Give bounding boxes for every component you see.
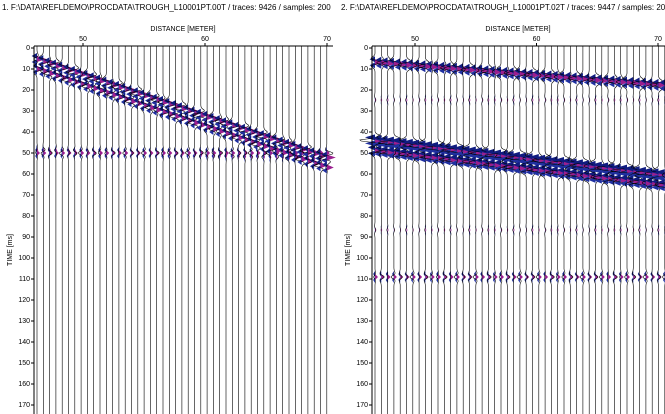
- x-tick-label: 60: [201, 36, 209, 43]
- y-tick-label: 100: [356, 255, 368, 262]
- y-tick-label: 90: [360, 234, 368, 241]
- x-axis-label: DISTANCE [METER]: [150, 26, 215, 33]
- y-tick-label: 150: [18, 360, 30, 367]
- y-tick-label: 160: [356, 381, 368, 388]
- y-tick-label: 120: [18, 297, 30, 304]
- panel-title: 2. F:\DATA\REFLDEMO\PROCDATA\TROUGH_L100…: [341, 3, 665, 12]
- y-tick-label: 110: [19, 276, 30, 283]
- y-axis-label: TIME [ms]: [345, 234, 352, 266]
- seismic-viewer: 1. F:\DATA\REFLDEMO\PROCDATA\TROUGH_L100…: [0, 0, 665, 414]
- x-axis-label: DISTANCE [METER]: [485, 26, 550, 33]
- y-tick-label: 80: [22, 213, 30, 220]
- y-tick-label: 140: [18, 339, 30, 346]
- y-tick-label: 30: [360, 108, 368, 115]
- y-tick-label: 50: [22, 150, 30, 157]
- panel-title: 1. F:\DATA\REFLDEMO\PROCDATA\TROUGH_L100…: [2, 3, 331, 12]
- y-tick-label: 40: [22, 129, 30, 136]
- y-tick-label: 90: [22, 234, 30, 241]
- y-tick-label: 70: [360, 192, 368, 199]
- y-tick-label: 130: [356, 318, 368, 325]
- y-tick-label: 170: [356, 402, 368, 409]
- y-tick-label: 60: [360, 171, 368, 178]
- y-tick-label: 140: [356, 339, 368, 346]
- y-axis-label: TIME [ms]: [7, 234, 14, 266]
- x-tick-label: 70: [323, 36, 331, 43]
- x-tick-label: 60: [533, 36, 541, 43]
- x-tick-label: 50: [79, 36, 87, 43]
- y-tick-label: 0: [364, 45, 368, 52]
- y-tick-label: 110: [357, 276, 368, 283]
- y-tick-label: 150: [356, 360, 368, 367]
- y-tick-label: 10: [360, 66, 368, 73]
- y-tick-label: 170: [18, 402, 30, 409]
- y-tick-label: 80: [360, 213, 368, 220]
- y-tick-label: 30: [22, 108, 30, 115]
- y-tick-label: 40: [360, 129, 368, 136]
- y-tick-label: 130: [18, 318, 30, 325]
- y-tick-label: 60: [22, 171, 30, 178]
- y-tick-label: 10: [22, 66, 30, 73]
- y-tick-label: 0: [26, 45, 30, 52]
- y-tick-label: 70: [22, 192, 30, 199]
- y-tick-label: 100: [18, 255, 30, 262]
- y-tick-label: 20: [22, 87, 30, 94]
- y-tick-label: 160: [18, 381, 30, 388]
- x-tick-label: 70: [654, 36, 662, 43]
- y-tick-label: 120: [356, 297, 368, 304]
- y-tick-label: 50: [360, 150, 368, 157]
- x-tick-label: 50: [411, 36, 419, 43]
- y-tick-label: 20: [360, 87, 368, 94]
